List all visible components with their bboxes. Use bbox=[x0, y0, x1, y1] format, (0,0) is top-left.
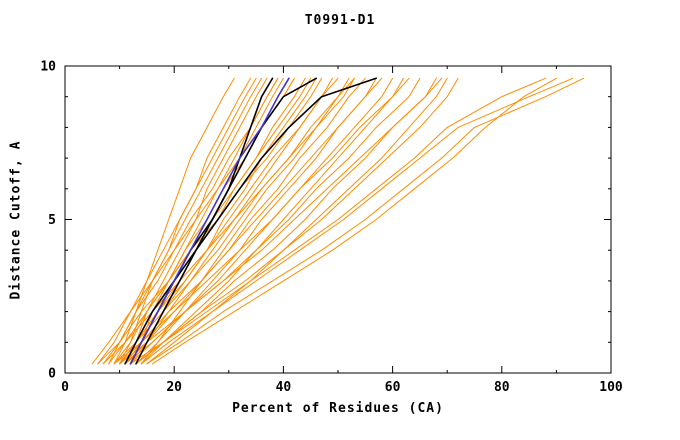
series-line-model-18 bbox=[130, 77, 394, 365]
series-line-model-23 bbox=[146, 77, 448, 365]
series-line-model-07 bbox=[113, 77, 295, 365]
series-line-model-21 bbox=[124, 77, 421, 365]
series-line-model-15 bbox=[124, 77, 366, 365]
series-line-model-30 bbox=[102, 77, 355, 365]
series-line-highlight-2 bbox=[124, 77, 378, 365]
x-tick-label: 20 bbox=[166, 380, 182, 395]
series-line-model-31 bbox=[140, 77, 574, 365]
chart-title: T0991-D1 bbox=[304, 13, 376, 28]
series-line-model-25 bbox=[130, 77, 459, 365]
series-line-model-24 bbox=[119, 77, 443, 365]
series-line-model-12 bbox=[119, 77, 339, 365]
series-line-model-26 bbox=[97, 77, 257, 365]
x-tick-label: 80 bbox=[494, 380, 510, 395]
series-line-model-20 bbox=[113, 77, 410, 365]
x-tick-label: 100 bbox=[599, 380, 623, 395]
y-tick-label: 10 bbox=[40, 60, 56, 75]
x-tick-label: 60 bbox=[385, 380, 401, 395]
x-axis-label: Percent of Residues (CA) bbox=[232, 401, 444, 416]
series-line-model-33 bbox=[135, 77, 546, 365]
series-line-highlight-3 bbox=[135, 77, 274, 365]
series-line-model-01 bbox=[113, 77, 235, 365]
x-tick-label: 40 bbox=[276, 380, 292, 395]
series-line-special-1 bbox=[129, 77, 290, 365]
series-line-model-13 bbox=[140, 77, 350, 365]
series-line-model-19 bbox=[140, 77, 404, 365]
series-line-model-02 bbox=[119, 77, 252, 365]
series-line-model-14 bbox=[113, 77, 355, 365]
series-line-model-22 bbox=[135, 77, 437, 365]
x-tick-label: 0 bbox=[61, 380, 69, 395]
series-line-model-16 bbox=[135, 77, 377, 365]
y-tick-label: 5 bbox=[48, 213, 56, 228]
series-line-model-17 bbox=[119, 77, 383, 365]
series-line-model-34 bbox=[151, 77, 557, 365]
series-line-model-03 bbox=[124, 77, 268, 365]
series-line-model-27 bbox=[102, 77, 279, 365]
y-tick-label: 0 bbox=[48, 367, 56, 382]
